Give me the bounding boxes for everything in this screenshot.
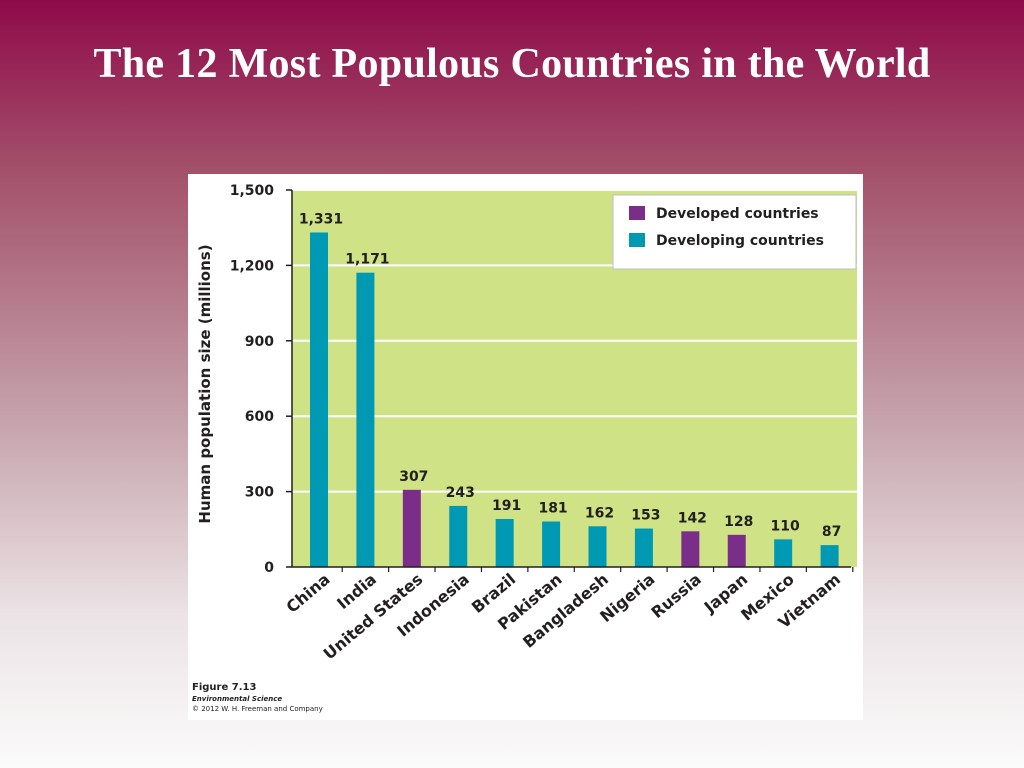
value-label: 1,171 (345, 252, 389, 268)
bar-brazil (495, 518, 514, 567)
y-tick-label: 900 (245, 334, 274, 350)
x-tick-label: Russia (647, 570, 704, 623)
figure-panel: 1,331 1,171 307 243 191 181 162 153 142 128 110 87 … (188, 174, 863, 720)
value-label: 307 (399, 469, 428, 485)
y-tick-label: 300 (245, 485, 274, 501)
value-label: 191 (492, 498, 521, 514)
value-label: 162 (585, 505, 614, 521)
legend-box (612, 194, 857, 270)
y-tick-label: 0 (264, 560, 274, 576)
bar-china (310, 232, 328, 567)
bar-mexico (774, 539, 793, 567)
x-tick-label: China (282, 570, 333, 617)
value-label: 142 (678, 510, 707, 526)
legend-label-developing: Developing countries (656, 233, 824, 249)
book-title: Environmental Science (192, 695, 283, 703)
legend-swatch-developing (629, 233, 645, 247)
legend: Developed countries Developing countries (612, 194, 857, 270)
bars (310, 232, 839, 567)
y-axis: 0 300 600 900 1,200 1,500 (230, 183, 293, 576)
bar-vietnam (820, 545, 839, 567)
bar-russia (681, 531, 700, 567)
value-label: 87 (822, 524, 841, 540)
bar-india (356, 272, 375, 567)
value-label: 110 (771, 518, 800, 534)
bar-united-states (402, 489, 421, 567)
bar-japan (727, 534, 746, 567)
legend-label-developed: Developed countries (656, 206, 819, 222)
y-tick-label: 1,200 (230, 258, 275, 274)
value-label: 181 (538, 501, 567, 517)
copyright-line: © 2012 W. H. Freeman and Company (192, 705, 323, 713)
bar-nigeria (634, 528, 653, 567)
bar-pakistan (542, 521, 561, 567)
y-axis-label: Human population size (millions) (196, 244, 214, 523)
value-label: 1,331 (299, 211, 343, 227)
value-label: 243 (446, 485, 475, 501)
value-label: 128 (724, 514, 753, 530)
y-tick-label: 600 (245, 409, 274, 425)
gridlines (292, 189, 857, 493)
figure-caption: Figure 7.13 Environmental Science © 2012… (192, 682, 323, 715)
legend-swatch-developed (629, 206, 645, 220)
figure-number: Figure 7.13 (192, 682, 257, 693)
bar-bangladesh (588, 526, 607, 567)
y-tick-label: 1,500 (230, 183, 275, 199)
bar-indonesia (449, 505, 468, 567)
slide-title: The 12 Most Populous Countries in the Wo… (93, 41, 931, 87)
value-labels: 1,331 1,171 307 243 191 181 162 153 142 128 110 87 (299, 211, 841, 540)
value-label: 153 (631, 508, 660, 524)
